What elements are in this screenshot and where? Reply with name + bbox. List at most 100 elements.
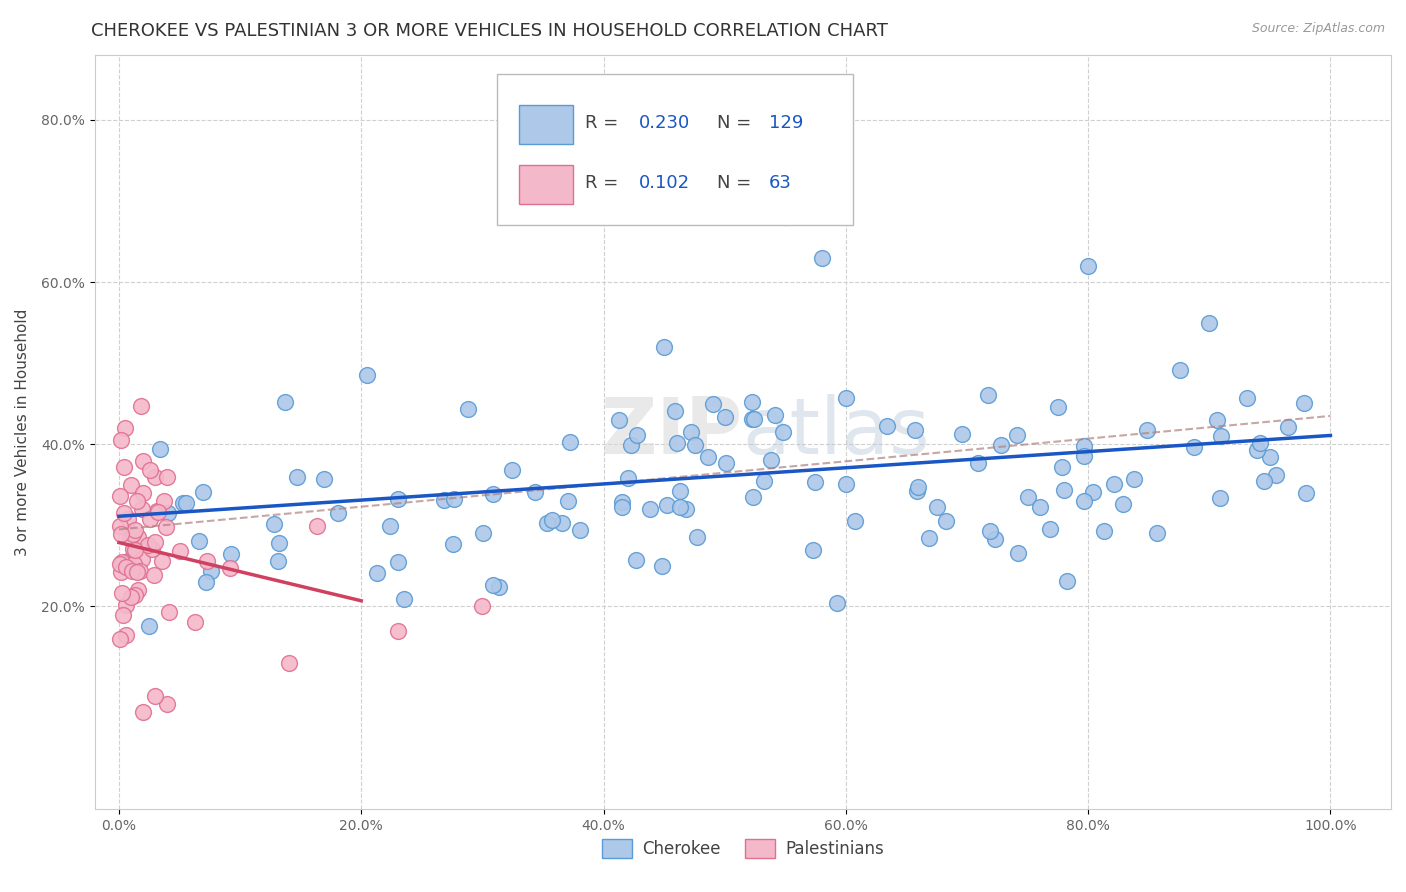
Point bbox=[990, 438, 1012, 452]
Text: R =: R = bbox=[585, 114, 624, 132]
Point bbox=[471, 526, 494, 541]
Point bbox=[110, 527, 132, 541]
Point bbox=[174, 496, 197, 510]
Point bbox=[1029, 500, 1052, 515]
Point bbox=[713, 410, 735, 425]
Text: atlas: atlas bbox=[742, 394, 931, 470]
Point bbox=[925, 500, 948, 514]
Point bbox=[457, 401, 479, 416]
Point bbox=[124, 543, 146, 558]
Point bbox=[741, 395, 763, 409]
Point bbox=[131, 551, 153, 566]
Point bbox=[763, 408, 786, 422]
Point bbox=[277, 656, 299, 670]
Point bbox=[686, 530, 709, 544]
Point bbox=[1236, 391, 1258, 405]
Y-axis label: 3 or more Vehicles in Household: 3 or more Vehicles in Household bbox=[15, 309, 30, 556]
Point bbox=[905, 483, 928, 498]
Point bbox=[125, 494, 148, 508]
Point bbox=[804, 475, 827, 490]
Point bbox=[112, 506, 135, 520]
Point bbox=[669, 500, 692, 515]
Text: N =: N = bbox=[717, 174, 756, 193]
Point bbox=[652, 340, 675, 354]
Point bbox=[1246, 442, 1268, 457]
Point bbox=[138, 538, 160, 552]
Point bbox=[1077, 259, 1099, 273]
Point bbox=[844, 515, 866, 529]
Point bbox=[142, 567, 165, 582]
Point bbox=[1182, 440, 1205, 454]
Point bbox=[1292, 395, 1315, 409]
Point bbox=[200, 564, 222, 578]
Point bbox=[191, 485, 214, 500]
Text: N =: N = bbox=[717, 114, 756, 132]
Point bbox=[669, 483, 692, 498]
Point bbox=[118, 531, 141, 545]
Point bbox=[876, 418, 898, 433]
Text: 0.102: 0.102 bbox=[640, 174, 690, 193]
Point bbox=[482, 487, 505, 501]
Point bbox=[1136, 424, 1159, 438]
Point bbox=[187, 533, 209, 548]
Point bbox=[610, 500, 633, 514]
Point bbox=[714, 456, 737, 470]
Point bbox=[195, 575, 218, 590]
Point bbox=[501, 463, 523, 477]
Point bbox=[1007, 546, 1029, 560]
Point bbox=[111, 586, 134, 600]
Point bbox=[157, 507, 180, 521]
Point bbox=[664, 404, 686, 418]
Point bbox=[918, 532, 941, 546]
Point bbox=[121, 527, 143, 541]
Point bbox=[441, 537, 464, 551]
Point bbox=[482, 577, 505, 591]
Point bbox=[139, 463, 162, 477]
Point bbox=[551, 516, 574, 530]
Point bbox=[1209, 491, 1232, 506]
Point bbox=[1253, 474, 1275, 488]
Point bbox=[696, 450, 718, 464]
Point bbox=[1039, 522, 1062, 536]
Point bbox=[524, 484, 547, 499]
Point bbox=[155, 520, 177, 534]
Point bbox=[810, 251, 832, 265]
Point bbox=[125, 565, 148, 579]
Legend: Cherokee, Palestinians: Cherokee, Palestinians bbox=[595, 832, 890, 865]
Point bbox=[1005, 428, 1028, 442]
Point bbox=[110, 565, 132, 579]
Point bbox=[471, 599, 494, 614]
Point bbox=[117, 554, 139, 568]
Point bbox=[1046, 400, 1069, 414]
Point bbox=[443, 491, 465, 506]
Point bbox=[651, 558, 673, 573]
Point bbox=[117, 512, 139, 526]
Text: ZIP: ZIP bbox=[600, 394, 742, 470]
Point bbox=[967, 456, 990, 470]
Point bbox=[772, 425, 794, 439]
Point bbox=[108, 632, 131, 646]
Point bbox=[801, 543, 824, 558]
Point bbox=[114, 421, 136, 435]
Point bbox=[742, 411, 765, 425]
Point bbox=[1258, 450, 1281, 465]
Point bbox=[127, 583, 149, 598]
Point bbox=[610, 495, 633, 509]
Point bbox=[108, 558, 131, 572]
Point bbox=[835, 392, 858, 406]
Point bbox=[150, 554, 173, 568]
Point bbox=[1053, 483, 1076, 497]
Point bbox=[132, 453, 155, 467]
Point bbox=[1092, 524, 1115, 538]
Point bbox=[536, 516, 558, 530]
Point bbox=[488, 580, 510, 594]
Point bbox=[1050, 460, 1073, 475]
Point bbox=[1123, 472, 1146, 486]
Point bbox=[156, 469, 179, 483]
Point bbox=[1168, 363, 1191, 377]
Point bbox=[121, 564, 143, 578]
Point bbox=[127, 530, 149, 544]
Point bbox=[681, 425, 703, 439]
Point bbox=[122, 542, 145, 557]
Point bbox=[624, 552, 647, 566]
